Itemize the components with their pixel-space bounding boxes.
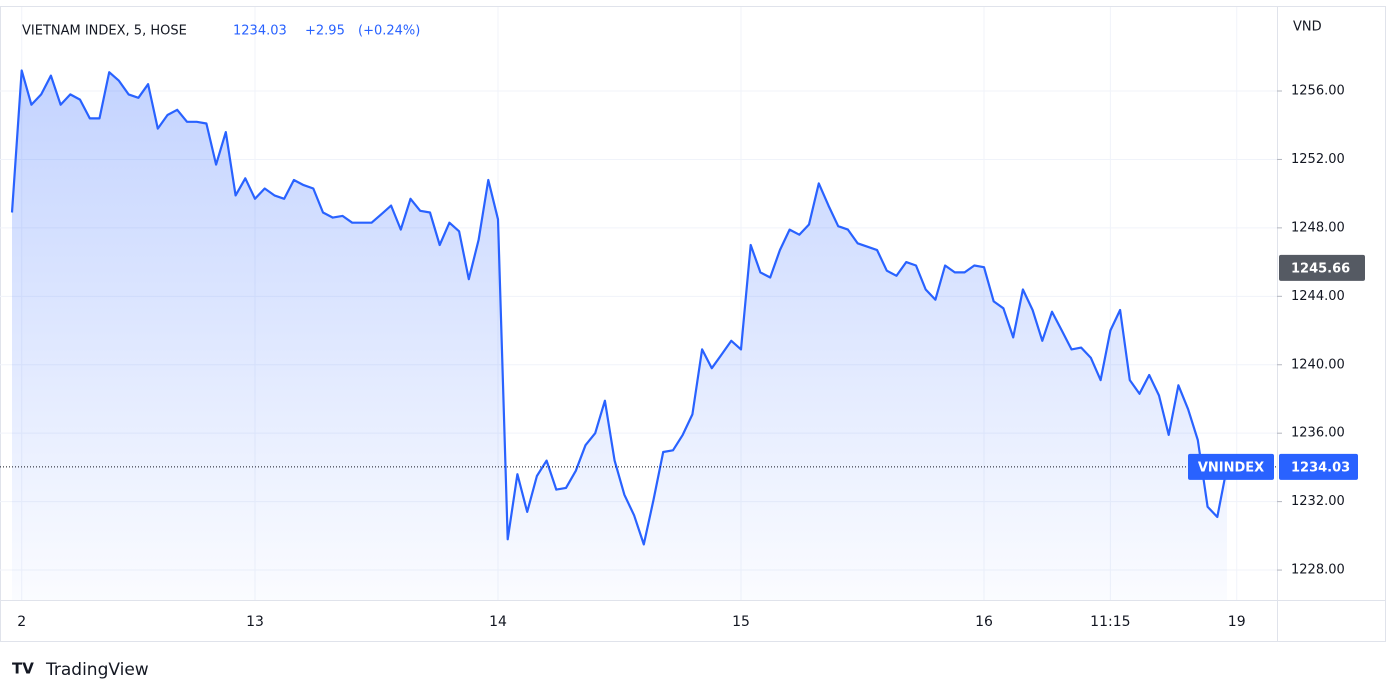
last-price-tag <box>1279 453 1358 480</box>
area-fill <box>12 70 1227 600</box>
series-name: VNINDEX <box>1198 460 1264 475</box>
x-tick-label: 13 <box>246 614 264 630</box>
line <box>10 69 1229 546</box>
y-tick-label: 1252.00 <box>1291 152 1345 167</box>
change: +2.95 <box>305 24 345 39</box>
x-tick-label: 19 <box>1228 614 1246 630</box>
x-tick-label: 16 <box>975 614 993 630</box>
y-tick-label: 1228.00 <box>1291 563 1345 578</box>
marker-price-label: 1245.66 <box>1291 261 1350 276</box>
y-tick-label: 1232.00 <box>1291 494 1345 509</box>
last-price: 1234.03 <box>233 24 287 39</box>
brand: TradingView <box>45 660 149 680</box>
x-tick-label: 2 <box>17 614 26 630</box>
y-tick-label: 1240.00 <box>1291 357 1345 372</box>
marker-price-tag <box>1279 254 1365 281</box>
x-tick-label: 11:15 <box>1090 614 1130 630</box>
frame <box>0 6 1386 642</box>
last-price-label: 1234.03 <box>1291 460 1350 475</box>
y-tick-label: 1256.00 <box>1291 84 1345 99</box>
chart-title: VIETNAM INDEX, 5, HOSE <box>22 24 187 39</box>
x-tick-label: 15 <box>732 614 750 630</box>
y-tick-label: 1236.00 <box>1291 426 1345 441</box>
change-percent: (+0.24%) <box>358 24 420 39</box>
series-name-tag <box>1188 453 1274 480</box>
y-tick-label: 1248.00 <box>1291 220 1345 235</box>
y-tick-label: 1244.00 <box>1291 289 1345 304</box>
x-tick-label: 14 <box>489 614 507 630</box>
logo-mark: TV <box>12 660 34 678</box>
y-unit: VND <box>1293 20 1322 35</box>
